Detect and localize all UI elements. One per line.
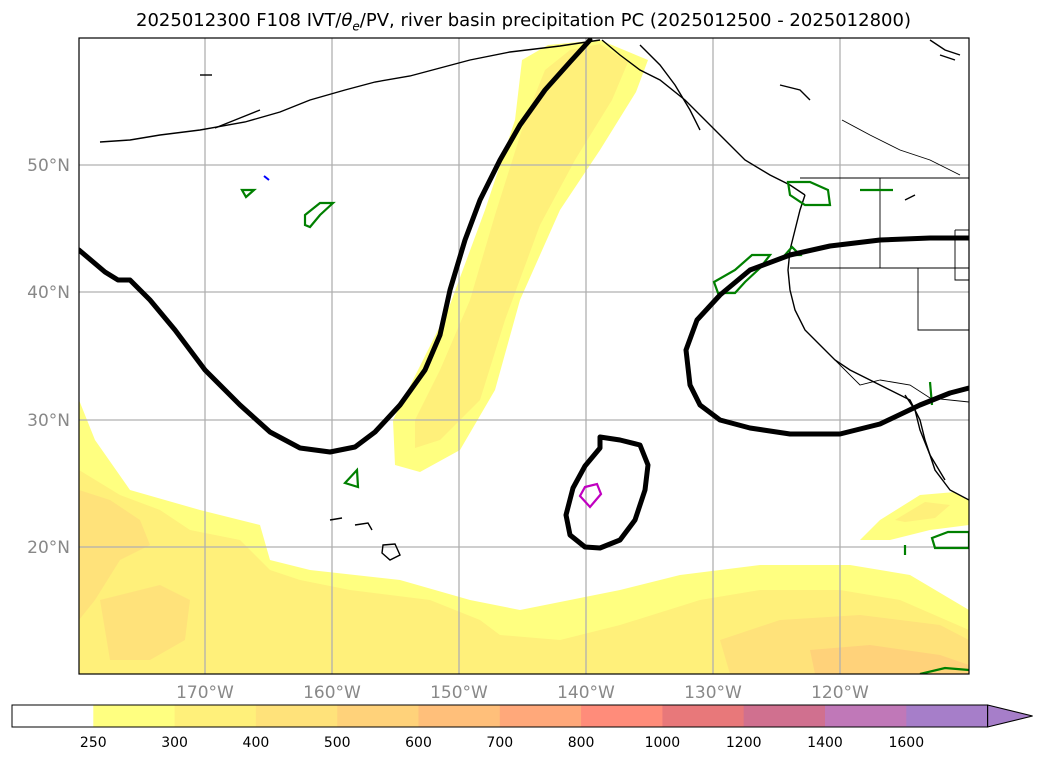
lon-label: 160°W [303,683,361,703]
colorbar-tick-label: 300 [161,735,188,751]
gridlines [79,38,969,674]
colorbar-tick-label: 500 [324,735,351,751]
colorbar-tick-label: 1000 [645,735,681,751]
lat-label: 20°N [27,538,70,558]
lat-label: 30°N [27,411,70,431]
colorbar-segment [906,705,989,727]
ivt-plume-inner [415,44,628,448]
colorbar-segment [93,705,176,727]
ivt-southern-core-2 [100,585,190,660]
ivt-baja-core [895,502,950,522]
colorbar-segment [418,705,501,727]
ivt-southern-core-4 [810,645,969,674]
blue-contour [263,175,270,181]
colorbar-segment [499,705,582,727]
colorbar-tick-label: 1600 [888,735,924,751]
lon-label: 170°W [176,683,234,703]
colorbar-tick-label: 700 [486,735,513,751]
colorbar-segment [255,705,338,727]
colorbar-outline [11,704,989,728]
lon-label: 120°W [811,683,869,703]
latitude-labels: 50°N 40°N 30°N 20°N [27,156,70,558]
coastlines [99,39,969,561]
ivt-southern-band-mid [79,470,969,674]
lon-label: 130°W [684,683,742,703]
colorbar-segment [337,705,419,727]
lat-label: 50°N [27,156,70,176]
colorbar-tick-label: 1400 [807,735,843,751]
colorbar-tick-label: 1200 [726,735,762,751]
colorbar-tick-label: 400 [243,735,270,751]
longitude-labels: 170°W 160°W 150°W 140°W 130°W 120°W [176,683,869,703]
colorbar-tick-label: 250 [80,735,107,751]
colorbar-segment [743,705,826,727]
colorbar-tick-label: 800 [568,735,595,751]
lon-label: 140°W [557,683,615,703]
magenta-contour [578,482,603,509]
map-frame [78,37,970,675]
colorbar-extension-arrow [987,704,1033,728]
colorbar-segment [174,705,257,727]
pv-black-contours [79,38,969,551]
borders [790,119,969,403]
lon-label: 150°W [430,683,488,703]
colorbar-tick-label: 600 [405,735,432,751]
ivt-southern-band-core [79,490,150,620]
colorbar-segment [581,705,663,727]
map-title: 2025012300 F108 IVT/θe/PV, river basin p… [136,10,911,34]
colorbar-segment [825,705,907,727]
colorbar-segment [662,705,745,727]
colorbar-segment [12,705,94,727]
colorbar: 250 300 400 500 600 700 800 1000 1200 1400 1600 [11,704,1033,751]
lat-label: 40°N [27,283,70,303]
